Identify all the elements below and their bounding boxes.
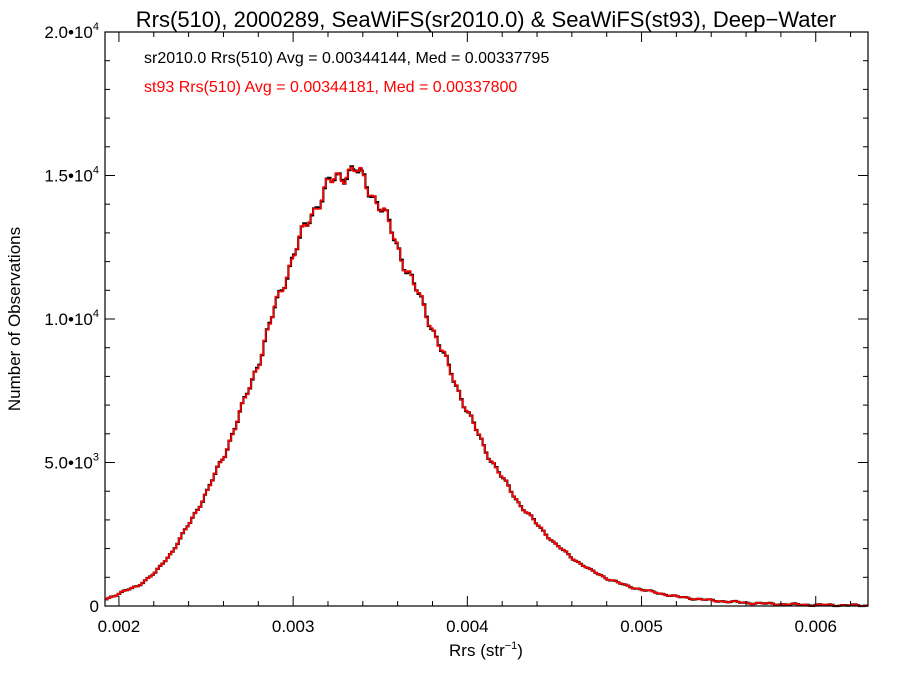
y-tick-label: 2.0•104 [44,21,99,42]
y-tick-label: 1.0•104 [44,308,99,329]
x-tick-label: 0.004 [446,617,489,636]
chart-title: Rrs(510), 2000289, SeaWiFS(sr2010.0) & S… [136,7,836,32]
annotation-sr2010: sr2010.0 Rrs(510) Avg = 0.00344144, Med … [144,50,549,67]
plot-frame [104,31,869,607]
x-axis: 0.002 0.003 0.004 0.005 0.006 [98,32,852,636]
x-axis-label-suffix: ) [517,641,523,660]
y-tick-label: 0 [90,597,99,616]
annotation-st93: st93 Rrs(510) Avg = 0.00344181, Med = 0.… [144,79,517,96]
series-line-sr2010-0 [105,165,868,608]
y-tick-label: 1.5•104 [44,165,99,186]
x-axis-label: Rrs (str−1) [449,640,523,660]
y-axis: 0 5.0•103 1.0•104 1.5•104 2.0•104 [44,21,868,616]
x-axis-label-sup: −1 [505,640,518,652]
y-tick-label: 5.0•103 [44,452,99,473]
x-tick-label: 0.006 [794,617,837,636]
series-line-st93 [105,166,868,607]
x-axis-label-text: Rrs (str [449,641,505,660]
x-tick-label: 0.005 [620,617,663,636]
x-tick-label: 0.002 [98,617,141,636]
x-tick-label: 0.003 [272,617,315,636]
y-axis-label: Number of Observations [5,227,24,411]
series-layer [105,165,868,608]
